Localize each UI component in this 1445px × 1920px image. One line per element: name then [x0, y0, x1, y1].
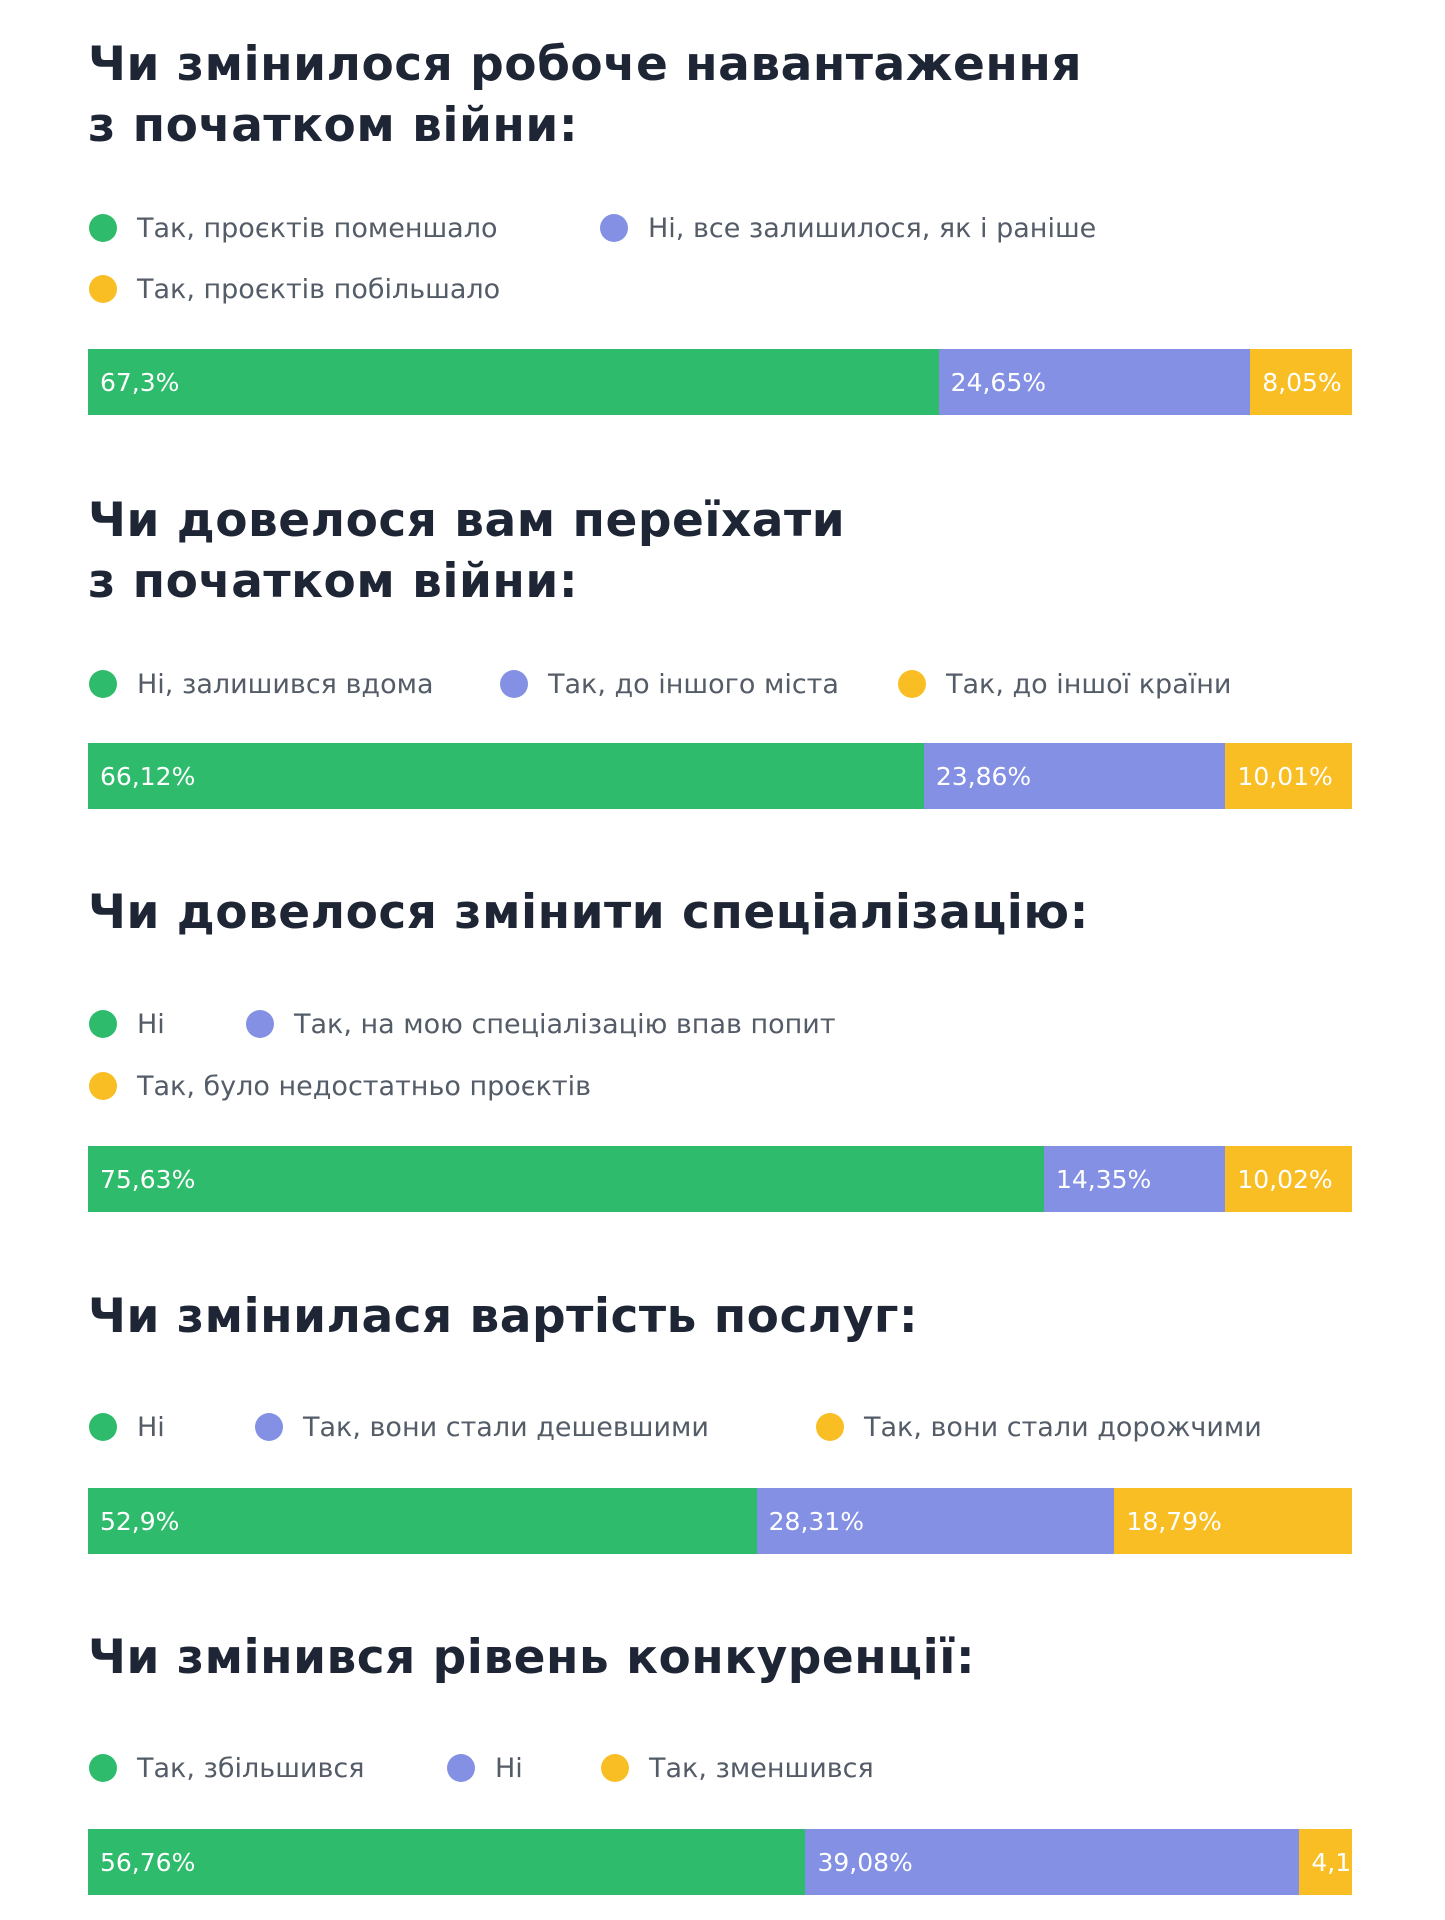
legend-item-other-country: Так, до іншої країни	[898, 664, 1231, 704]
legend-item-no: Ні	[89, 1004, 165, 1044]
legend-label: Так, до іншого міста	[548, 668, 839, 700]
bar-segment-blue: 24,65%	[938, 349, 1251, 415]
bar-segment-blue: 14,35%	[1043, 1146, 1226, 1212]
legend-dot-blue-icon	[246, 1010, 274, 1038]
bar-value-label: 28,31%	[768, 1506, 864, 1536]
bar-segment-blue: 39,08%	[805, 1829, 1300, 1895]
bar-value-label: 10,02%	[1237, 1164, 1333, 1194]
bar-value-label: 66,12%	[100, 761, 196, 791]
legend-dot-green-icon	[89, 1413, 117, 1441]
legend-item-other-city: Так, до іншого міста	[500, 664, 839, 704]
legend-label: Так, проєктів поменшало	[137, 212, 498, 244]
legend-dot-green-icon	[89, 670, 117, 698]
legend-item-same-as-before: Ні, все залишилося, як і раніше	[600, 208, 1096, 248]
bar-value-label: 14,35%	[1055, 1164, 1152, 1194]
legend-item-increased: Так, збільшився	[89, 1748, 364, 1788]
legend-dot-yellow-icon	[89, 275, 117, 303]
legend-item-demand-dropped: Так, на мою спеціалізацію впав попит	[246, 1004, 836, 1044]
legend-label: Так, вони стали дорожчими	[864, 1411, 1262, 1443]
stacked-bar-specialization: 75,63% 14,35% 10,02%	[88, 1146, 1352, 1212]
chart-title-service-cost: Чи змінилася вартість послуг:	[88, 1289, 919, 1344]
legend-label: Так, було недостатньо проєктів	[137, 1070, 592, 1102]
legend-item-no: Ні	[89, 1407, 165, 1447]
bar-segment-yellow: 4,16%	[1299, 1829, 1352, 1895]
legend-dot-blue-icon	[255, 1413, 283, 1441]
legend-item-decreased: Так, зменшився	[601, 1748, 874, 1788]
legend-label: Ні, залишився вдома	[137, 668, 434, 700]
bar-segment-yellow: 10,01%	[1225, 743, 1352, 809]
bar-segment-yellow: 18,79%	[1114, 1488, 1352, 1554]
legend-dot-green-icon	[89, 214, 117, 242]
chart-title-specialization: Чи довелося змінити спеціалізацію:	[88, 885, 1089, 940]
legend-label: Так, проєктів побільшало	[137, 273, 501, 305]
legend-label: Ні	[137, 1008, 165, 1040]
bar-value-label: 10,01%	[1237, 761, 1333, 791]
bar-segment-yellow: 8,05%	[1250, 349, 1352, 415]
bar-value-label: 4,16%	[1311, 1847, 1352, 1877]
chart-title-relocation: Чи довелося вам переїхати з початком вій…	[88, 493, 846, 609]
chart-title-workload: Чи змінилося робоче навантаження з почат…	[88, 37, 1083, 153]
bar-value-label: 39,08%	[817, 1847, 913, 1877]
bar-segment-green: 52,9%	[88, 1488, 757, 1554]
bar-value-label: 24,65%	[950, 367, 1046, 397]
bar-segment-blue: 23,86%	[923, 743, 1226, 809]
legend-label: Так, вони стали дешевшими	[303, 1411, 709, 1443]
bar-segment-green: 75,63%	[88, 1146, 1044, 1212]
legend-label: Ні, все залишилося, як і раніше	[648, 212, 1097, 244]
legend-label: Ні	[137, 1411, 165, 1443]
bar-segment-green: 67,3%	[88, 349, 939, 415]
legend-item-fewer-projects: Так, проєктів поменшало	[89, 208, 498, 248]
bar-value-label: 56,76%	[100, 1847, 196, 1877]
legend-label: Ні	[495, 1752, 523, 1784]
stacked-bar-service-cost: 52,9% 28,31% 18,79%	[88, 1488, 1352, 1554]
legend-label: Так, на мою спеціалізацію впав попит	[294, 1008, 836, 1040]
legend-item-stayed-home: Ні, залишився вдома	[89, 664, 434, 704]
bar-value-label: 75,63%	[100, 1164, 196, 1194]
legend-label: Так, зменшився	[649, 1752, 874, 1784]
bar-segment-yellow: 10,02%	[1225, 1146, 1352, 1212]
legend-dot-blue-icon	[600, 214, 628, 242]
legend-dot-yellow-icon	[816, 1413, 844, 1441]
bar-value-label: 8,05%	[1262, 367, 1342, 397]
legend-dot-green-icon	[89, 1754, 117, 1782]
bar-value-label: 52,9%	[100, 1506, 180, 1536]
bar-value-label: 67,3%	[100, 367, 180, 397]
legend-dot-yellow-icon	[89, 1072, 117, 1100]
legend-dot-blue-icon	[500, 670, 528, 698]
legend-item-cheaper: Так, вони стали дешевшими	[255, 1407, 709, 1447]
legend-dot-green-icon	[89, 1010, 117, 1038]
bar-segment-green: 56,76%	[88, 1829, 806, 1895]
stacked-bar-competition: 56,76% 39,08% 4,16%	[88, 1829, 1352, 1895]
legend-dot-yellow-icon	[601, 1754, 629, 1782]
bar-value-label: 18,79%	[1126, 1506, 1222, 1536]
legend-item-more-projects: Так, проєктів побільшало	[89, 269, 500, 309]
bar-segment-blue: 28,31%	[756, 1488, 1115, 1554]
bar-segment-green: 66,12%	[88, 743, 924, 809]
legend-label: Так, збільшився	[137, 1752, 365, 1784]
stacked-bar-relocation: 66,12% 23,86% 10,01%	[88, 743, 1352, 809]
legend-dot-blue-icon	[447, 1754, 475, 1782]
legend-label: Так, до іншої країни	[946, 668, 1232, 700]
legend-item-more-expensive: Так, вони стали дорожчими	[816, 1407, 1262, 1447]
stacked-bar-workload: 67,3% 24,65% 8,05%	[88, 349, 1352, 415]
legend-item-not-enough-projects: Так, було недостатньо проєктів	[89, 1066, 591, 1106]
legend-item-no: Ні	[447, 1748, 523, 1788]
legend-dot-yellow-icon	[898, 670, 926, 698]
bar-value-label: 23,86%	[935, 761, 1032, 791]
chart-title-competition: Чи змінився рівень конкуренції:	[88, 1630, 976, 1685]
